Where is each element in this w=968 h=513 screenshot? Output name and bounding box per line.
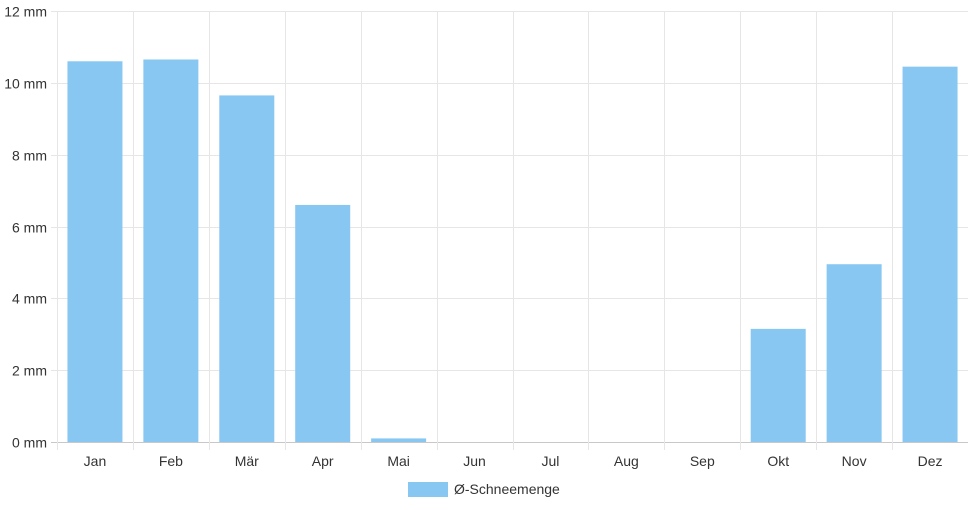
legend-label: Ø-Schneemenge bbox=[454, 481, 560, 497]
bar-feb[interactable] bbox=[143, 59, 199, 443]
x-tick-label: Nov bbox=[842, 453, 867, 469]
x-tick-label: Mai bbox=[387, 453, 410, 469]
bar-nov[interactable] bbox=[826, 264, 882, 442]
x-tick-label: Apr bbox=[312, 453, 334, 469]
y-tick-label: 0 mm bbox=[12, 435, 47, 451]
x-tick-label: Mär bbox=[235, 453, 259, 469]
y-tick-label: 2 mm bbox=[12, 363, 47, 379]
y-tick-label: 12 mm bbox=[4, 4, 47, 20]
y-tick-label: 8 mm bbox=[12, 148, 47, 164]
y-tick-label: 6 mm bbox=[12, 220, 47, 236]
x-tick-label: Feb bbox=[159, 453, 183, 469]
legend-swatch bbox=[408, 481, 448, 497]
legend[interactable]: Ø-Schneemenge bbox=[408, 481, 560, 497]
y-tick-label: 4 mm bbox=[12, 291, 47, 307]
bar-apr[interactable] bbox=[295, 204, 351, 442]
x-tick-label: Sep bbox=[690, 453, 715, 469]
bar-okt[interactable] bbox=[750, 328, 806, 442]
x-tick-label: Jul bbox=[542, 453, 560, 469]
y-tick-label: 10 mm bbox=[4, 76, 47, 92]
x-tick-label: Dez bbox=[918, 453, 943, 469]
x-tick-label: Jun bbox=[463, 453, 486, 469]
bar-dez[interactable] bbox=[902, 66, 958, 442]
x-tick-label: Aug bbox=[614, 453, 639, 469]
bar-jan[interactable] bbox=[67, 61, 123, 443]
x-tick-label: Okt bbox=[767, 453, 789, 469]
bar-mai[interactable] bbox=[371, 438, 427, 442]
x-tick-label: Jan bbox=[84, 453, 107, 469]
bar-mär[interactable] bbox=[219, 95, 275, 442]
